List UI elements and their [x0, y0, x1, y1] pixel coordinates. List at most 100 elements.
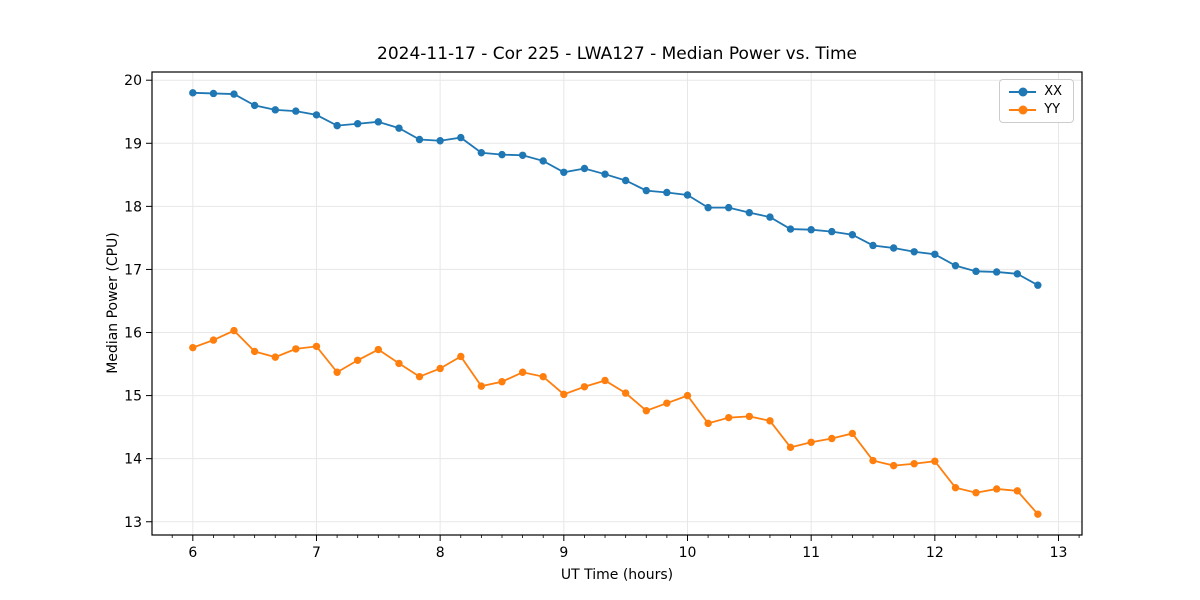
y-tick-label: 13: [124, 515, 142, 531]
data-point: [642, 407, 651, 415]
data-point: [848, 231, 857, 239]
data-point: [477, 149, 486, 157]
series-yy-line: [192, 329, 1039, 515]
data-point: [374, 118, 383, 126]
data-point: [374, 345, 383, 354]
x-tick-label: 10: [679, 545, 697, 561]
data-point: [312, 111, 321, 119]
data-point: [972, 267, 980, 276]
data-point: [560, 168, 568, 176]
data-point: [704, 203, 712, 212]
data-point: [333, 121, 341, 130]
data-point: [724, 203, 733, 212]
data-point: [889, 244, 898, 252]
data-point: [353, 120, 362, 128]
x-tick-label: 6: [188, 545, 197, 561]
legend-line-marker-icon: [1009, 105, 1037, 115]
y-tick-label: 19: [124, 136, 142, 152]
data-point: [704, 419, 712, 428]
data-point: [601, 170, 609, 178]
data-point: [395, 124, 403, 132]
data-point: [786, 443, 795, 452]
data-point: [250, 101, 259, 110]
data-point: [209, 89, 218, 98]
data-point: [539, 157, 547, 165]
data-point: [518, 151, 527, 159]
x-tick-label: 11: [802, 545, 820, 561]
data-point: [477, 382, 486, 390]
data-point: [848, 429, 857, 438]
data-point: [786, 225, 795, 233]
data-point: [931, 457, 939, 465]
data-point: [271, 106, 279, 114]
legend-line-marker-icon: [1009, 87, 1037, 97]
data-point: [869, 456, 877, 465]
data-point: [415, 135, 424, 144]
data-point: [457, 133, 465, 142]
data-point: [663, 188, 671, 197]
data-point: [436, 137, 444, 145]
data-point: [580, 164, 589, 173]
legend-item-xx: XX: [1009, 85, 1062, 99]
data-point: [415, 372, 424, 381]
data-point: [683, 391, 692, 400]
data-point: [580, 383, 589, 391]
y-tick-label: 15: [124, 389, 142, 405]
data-point: [230, 326, 238, 335]
series-xx-line: [192, 91, 1039, 286]
data-point: [745, 412, 754, 421]
y-axis-label: Median Power (CPU): [105, 232, 121, 374]
data-point: [333, 368, 341, 376]
legend-label-yy: YY: [1044, 102, 1061, 117]
series-xx-markers: [189, 89, 1042, 289]
y-tick-label: 18: [124, 199, 142, 215]
data-point: [498, 150, 506, 159]
x-tick-label: 13: [1050, 545, 1068, 561]
data-point: [1013, 270, 1022, 278]
data-point: [724, 413, 733, 422]
y-tick-label: 14: [124, 452, 142, 468]
data-point: [910, 248, 918, 256]
data-point: [869, 241, 877, 250]
data-point: [457, 352, 465, 361]
data-point: [601, 376, 609, 385]
data-point: [560, 390, 568, 399]
y-tick-label: 20: [124, 73, 142, 89]
y-tick-label: 17: [124, 262, 142, 278]
x-tick-label: 8: [436, 545, 445, 561]
x-tick-label: 12: [926, 545, 944, 561]
legend-item-yy: YY: [1009, 103, 1062, 117]
data-point: [436, 364, 444, 373]
data-point: [250, 347, 259, 356]
data-point: [395, 359, 403, 368]
data-point: [498, 378, 506, 386]
data-point: [972, 489, 980, 497]
data-point: [910, 460, 918, 468]
data-point: [992, 268, 1001, 276]
data-point: [1034, 281, 1042, 289]
data-point: [889, 461, 898, 470]
data-point: [189, 343, 197, 352]
data-point: [1034, 510, 1042, 518]
legend: XX YY: [999, 79, 1074, 123]
data-point: [189, 89, 197, 97]
data-point: [1013, 487, 1022, 495]
data-point: [663, 399, 671, 407]
data-point: [828, 434, 836, 443]
data-point: [621, 176, 630, 185]
data-point: [683, 191, 692, 199]
data-point: [828, 227, 836, 236]
data-point: [642, 186, 651, 195]
data-point: [621, 389, 630, 397]
data-point: [807, 225, 815, 234]
data-point: [539, 372, 547, 381]
data-point: [230, 90, 238, 98]
data-point: [766, 213, 774, 221]
data-point: [992, 485, 1001, 493]
series-yy-markers: [189, 326, 1042, 518]
data-point: [292, 107, 300, 115]
data-point: [353, 356, 362, 364]
data-point: [807, 438, 815, 446]
